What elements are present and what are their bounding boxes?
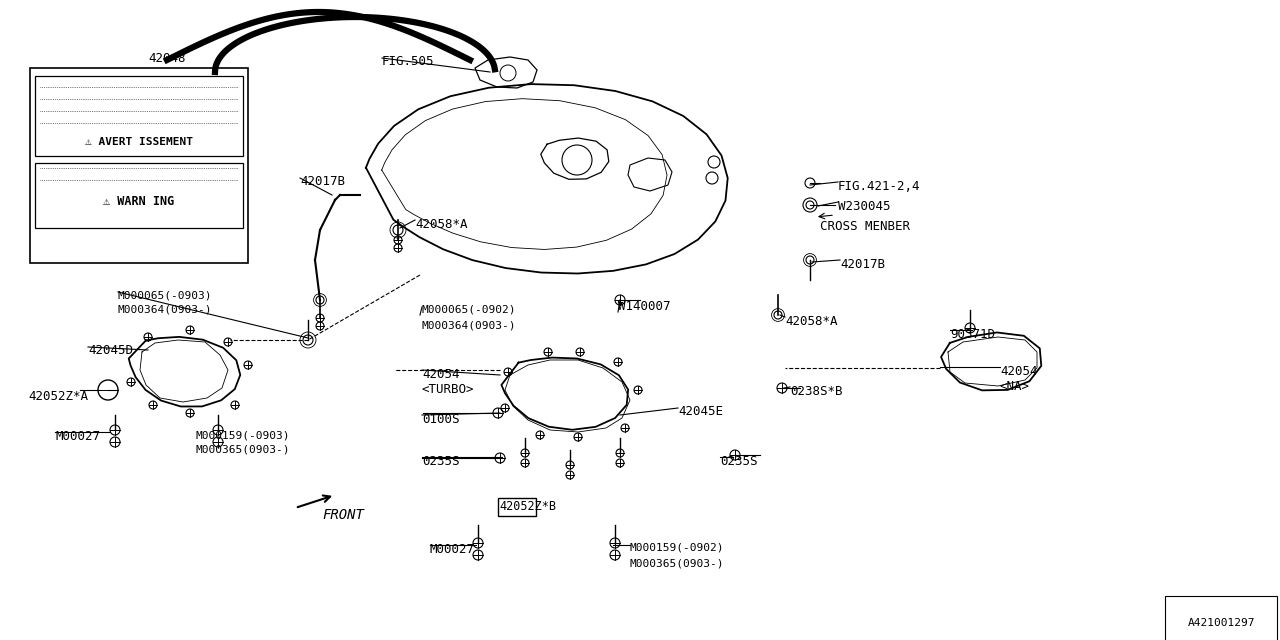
Text: 0235S: 0235S [422, 455, 460, 468]
Text: 42052Z*B: 42052Z*B [499, 500, 556, 513]
Text: FRONT: FRONT [323, 508, 364, 522]
Text: ⚠ AVERT ISSEMENT: ⚠ AVERT ISSEMENT [84, 137, 193, 147]
Text: 42048: 42048 [148, 52, 186, 65]
Text: M00027: M00027 [55, 430, 100, 443]
Text: 90371D: 90371D [950, 328, 995, 341]
Text: FIG.505: FIG.505 [381, 55, 434, 68]
Text: 42052Z*A: 42052Z*A [28, 390, 88, 403]
Text: W140007: W140007 [618, 300, 671, 313]
Text: 42054: 42054 [1000, 365, 1038, 378]
Text: 42058*A: 42058*A [785, 315, 837, 328]
Text: M000364(0903-): M000364(0903-) [118, 305, 212, 315]
Text: A421001297: A421001297 [1188, 625, 1254, 635]
Text: 42045E: 42045E [678, 405, 723, 418]
Text: ⚠ WARN ING: ⚠ WARN ING [104, 195, 174, 207]
Text: M000065(-0903): M000065(-0903) [118, 290, 212, 300]
Text: 42017B: 42017B [840, 258, 884, 271]
Text: M000365(0903-): M000365(0903-) [630, 558, 724, 568]
Text: 0100S: 0100S [422, 413, 460, 426]
Text: CROSS MENBER: CROSS MENBER [820, 220, 910, 233]
Text: M00027: M00027 [430, 543, 475, 556]
Text: 42058*A: 42058*A [415, 218, 467, 231]
Text: 42017B: 42017B [300, 175, 346, 188]
Text: W230045: W230045 [838, 200, 891, 213]
Text: <NA>: <NA> [1000, 380, 1030, 393]
Text: 42054: 42054 [422, 368, 460, 381]
Text: M000159(-0903): M000159(-0903) [195, 430, 289, 440]
Text: A421001297: A421001297 [1188, 618, 1254, 628]
Text: 0238S*B: 0238S*B [790, 385, 842, 398]
Text: M000364(0903-): M000364(0903-) [422, 320, 517, 330]
Text: M000365(0903-): M000365(0903-) [195, 445, 289, 455]
Text: 0235S: 0235S [719, 455, 758, 468]
Text: M000159(-0902): M000159(-0902) [630, 543, 724, 553]
Text: <TURBO>: <TURBO> [422, 383, 475, 396]
Text: 42045D: 42045D [88, 344, 133, 357]
Text: M000065(-0902): M000065(-0902) [422, 305, 517, 315]
Text: FIG.421-2,4: FIG.421-2,4 [838, 180, 920, 193]
FancyBboxPatch shape [29, 68, 248, 263]
